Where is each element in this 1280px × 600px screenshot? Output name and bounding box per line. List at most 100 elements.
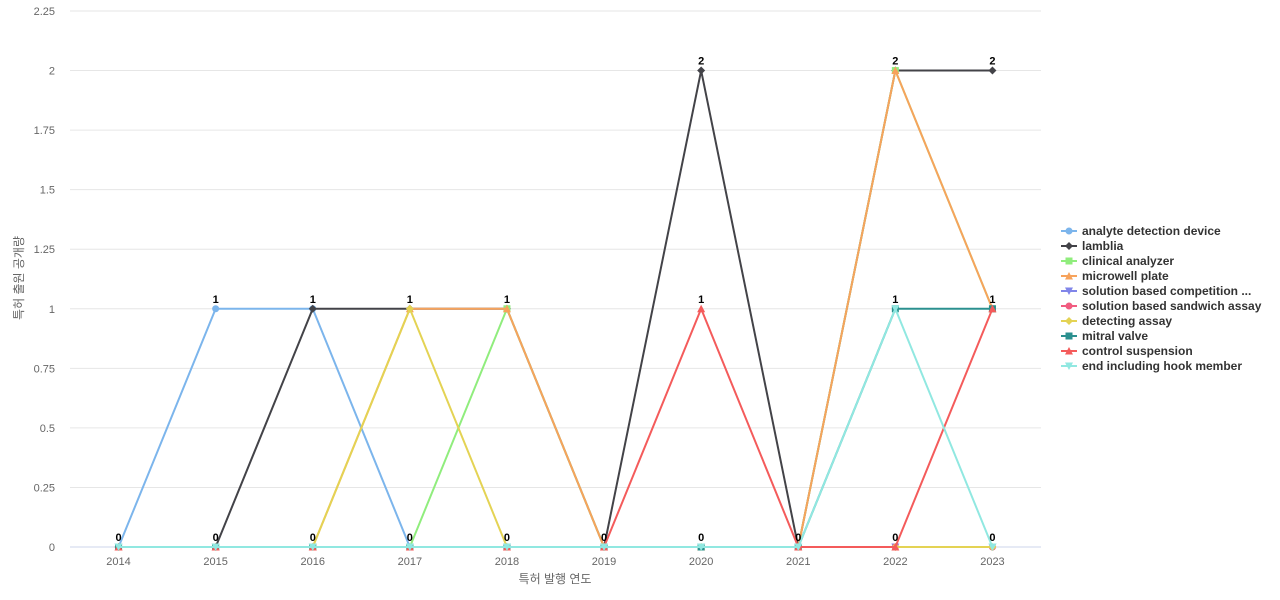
legend-marker (1065, 362, 1073, 370)
data-label: 0 (310, 532, 316, 544)
series-point (988, 543, 997, 551)
data-label: 0 (407, 532, 413, 544)
x-tick-label: 2015 (203, 556, 227, 568)
legend-label: solution based sandwich assay (1082, 299, 1262, 313)
series-point (212, 305, 220, 313)
legend: analyte detection devicelambliaclinical … (1061, 224, 1262, 373)
y-tick-label: 0.75 (34, 363, 55, 375)
data-label: 0 (795, 532, 801, 544)
legend-marker (1065, 227, 1073, 235)
series-point (794, 543, 803, 551)
legend-marker (1065, 347, 1073, 355)
series-point (891, 305, 900, 313)
legend-item[interactable]: solution based sandwich assay (1061, 299, 1262, 313)
legend-item[interactable]: microwell plate (1061, 269, 1169, 283)
data-label: 2 (698, 56, 704, 68)
legend-item[interactable]: solution based competition ... (1061, 284, 1251, 298)
y-tick-label: 1.75 (34, 125, 55, 137)
legend-item[interactable]: clinical analyzer (1061, 254, 1174, 268)
data-labels: 0 1 0 1 0 1 0 1 0 0 2 1 0 0 2 1 0 2 1 0 (115, 56, 995, 544)
series-point (308, 304, 317, 313)
series-point (308, 543, 317, 551)
legend-label: detecting assay (1082, 314, 1172, 328)
data-label: 1 (407, 294, 413, 306)
legend-label: solution based competition ... (1082, 284, 1251, 298)
x-tick-label: 2018 (495, 556, 519, 568)
x-axis-ticks: 2014 2015 2016 2017 2018 2019 2020 2021 2022 2023 (106, 556, 1004, 568)
y-tick-label: 1.5 (40, 185, 55, 197)
x-tick-label: 2020 (689, 556, 713, 568)
legend-item[interactable]: mitral valve (1061, 329, 1148, 343)
data-label: 1 (698, 294, 704, 306)
legend-item[interactable]: analyte detection device (1061, 224, 1221, 238)
legend-label: analyte detection device (1082, 224, 1221, 238)
series-group (114, 66, 997, 551)
series-point (502, 543, 511, 551)
series-point (697, 66, 706, 75)
data-label: 0 (213, 532, 219, 544)
data-label: 1 (892, 294, 898, 306)
series-point (405, 543, 414, 551)
y-tick-label: 1.25 (34, 244, 55, 256)
data-label: 0 (115, 532, 121, 544)
legend-marker (1065, 332, 1073, 340)
series-point (211, 543, 220, 551)
legend-marker (1065, 302, 1073, 310)
y-tick-label: 2 (49, 66, 55, 78)
legend-label: microwell plate (1082, 269, 1169, 283)
data-label: 1 (213, 294, 219, 306)
series-point (988, 66, 997, 75)
data-label: 1 (310, 294, 316, 306)
legend-item[interactable]: control suspension (1061, 344, 1193, 358)
legend-marker (1065, 242, 1073, 250)
legend-label: mitral valve (1082, 329, 1148, 343)
data-label: 0 (504, 532, 510, 544)
series-point (891, 543, 900, 551)
x-tick-label: 2019 (592, 556, 616, 568)
legend-item[interactable]: end including hook member (1061, 359, 1242, 373)
legend-marker (1065, 257, 1073, 265)
data-label: 0 (601, 532, 607, 544)
series-point (114, 543, 123, 551)
legend-label: end including hook member (1082, 359, 1242, 373)
x-tick-label: 2017 (398, 556, 422, 568)
y-tick-label: 1 (49, 304, 55, 316)
data-label: 0 (698, 532, 704, 544)
y-axis-title: 특허 출원 공개량 (12, 236, 26, 320)
y-axis-ticks: 0 0.25 0.5 0.75 1 1.25 1.5 1.75 2 2.25 (34, 6, 55, 554)
series-point (697, 543, 706, 551)
series-point (697, 304, 706, 313)
x-tick-label: 2021 (786, 556, 810, 568)
x-tick-label: 2023 (980, 556, 1004, 568)
data-label: 0 (989, 532, 995, 544)
series-point (891, 66, 900, 75)
legend-label: control suspension (1082, 344, 1193, 358)
series-line (118, 307, 994, 548)
legend-label: clinical analyzer (1082, 254, 1174, 268)
x-tick-label: 2022 (883, 556, 907, 568)
series-point (502, 304, 511, 313)
y-tick-label: 0.5 (40, 423, 55, 435)
legend-marker (1065, 287, 1073, 295)
data-label: 2 (989, 56, 995, 68)
y-tick-label: 2.25 (34, 6, 55, 18)
series-9 (114, 305, 997, 551)
legend-marker (1065, 272, 1073, 280)
legend-item[interactable]: lamblia (1061, 239, 1124, 253)
data-label: 1 (504, 294, 510, 306)
data-label: 1 (989, 294, 995, 306)
x-tick-label: 2014 (106, 556, 130, 568)
data-label: 0 (892, 532, 898, 544)
legend-marker (1065, 317, 1073, 325)
grid-lines (70, 10, 1041, 548)
legend-item[interactable]: detecting assay (1061, 314, 1172, 328)
data-label: 2 (892, 56, 898, 68)
y-tick-label: 0 (49, 542, 55, 554)
series-point (600, 543, 609, 551)
series-point (988, 304, 997, 313)
legend-label: lamblia (1082, 239, 1124, 253)
x-tick-label: 2016 (301, 556, 325, 568)
series-point (405, 304, 414, 313)
x-axis-title: 특허 발행 연도 (519, 571, 592, 586)
